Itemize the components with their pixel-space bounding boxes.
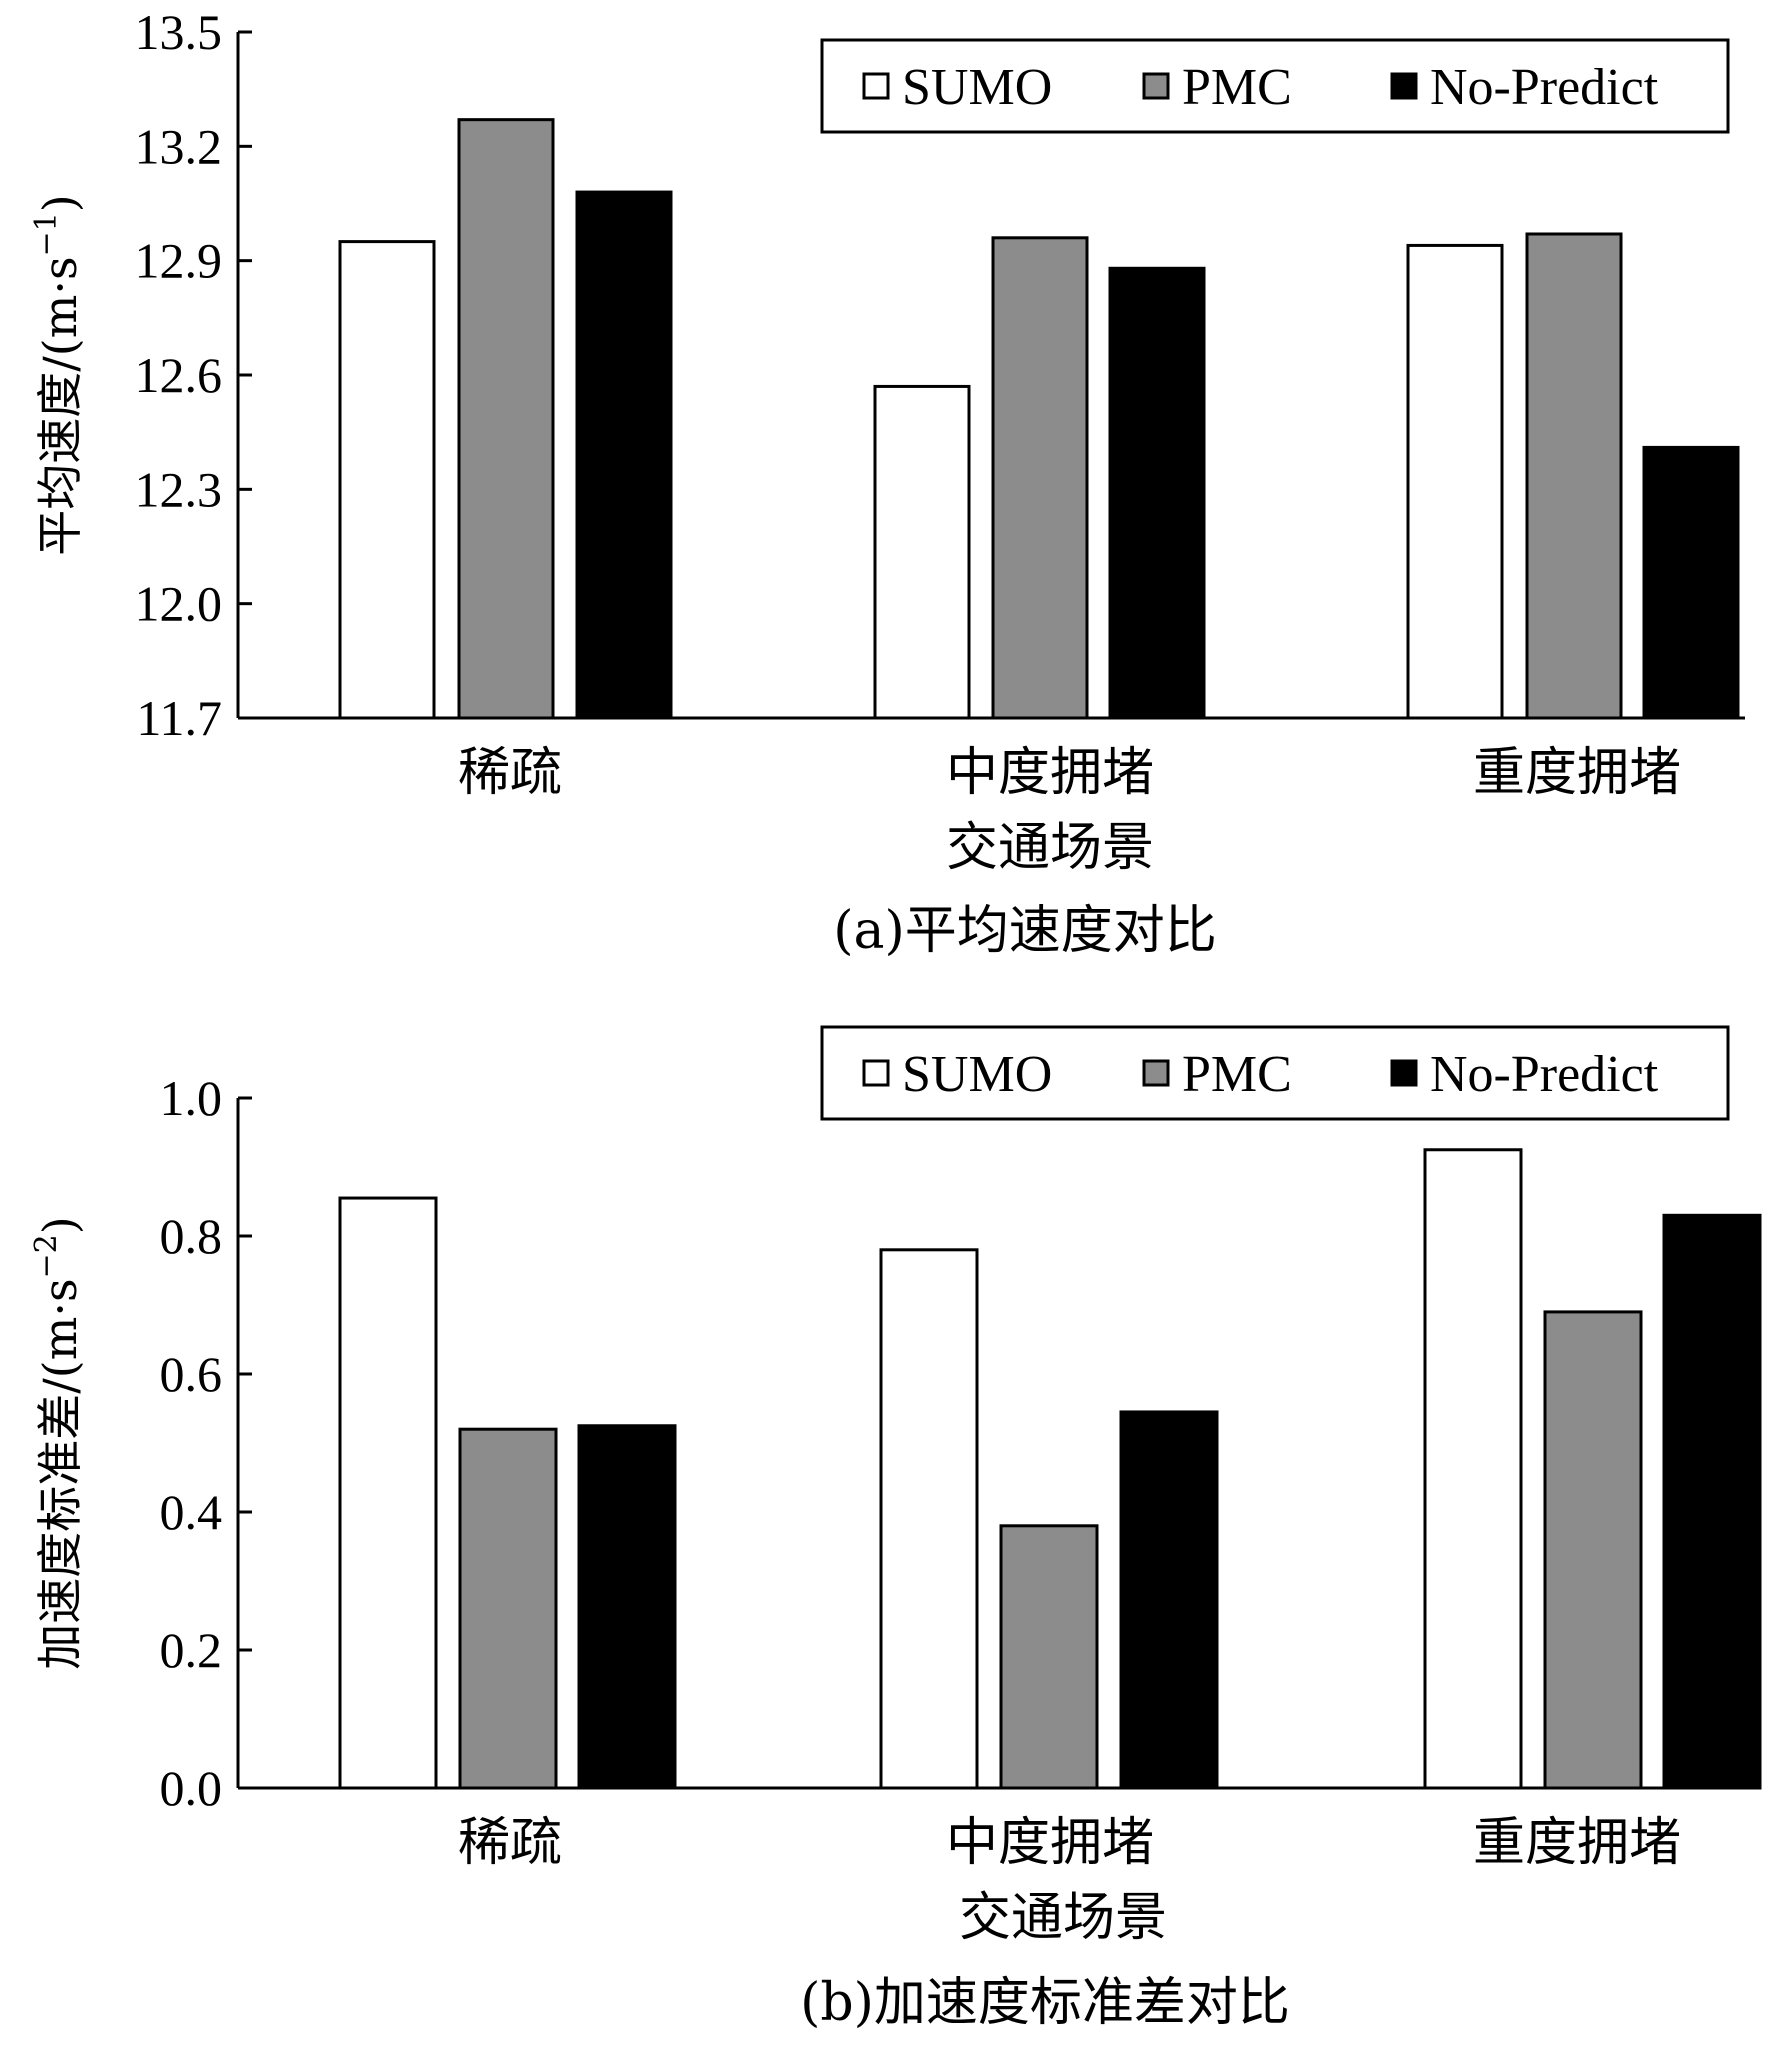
y-axis-title-text: 平均速度/(m·s−1) [29,194,87,555]
legend-swatch-pmc [1142,1059,1170,1087]
legend-swatch-sumo [862,72,890,100]
y-tick-label: 0.4 [160,1484,223,1540]
y-axis-title: 加速度标准差/(m·s−2) [29,1216,87,1669]
bar-no-predict-3 [1662,1213,1762,1790]
legend-box [820,1025,1730,1121]
legend-label-pmc: PMC [1182,1046,1292,1103]
legend: SUMO PMC No-Predict [820,38,1730,134]
bar-sumo-1 [338,1196,438,1790]
bar-pmc-1 [458,1427,558,1790]
bar-no-predict-1 [575,190,673,720]
x-category-label: 中度拥堵 [946,1813,1154,1873]
legend-swatch-pmc [1142,72,1170,100]
bar-pmc-3 [1543,1310,1643,1790]
y-tick-label: 12.9 [135,233,223,289]
bar-pmc-3 [1525,232,1623,720]
y-axis-title-superscript: −2 [29,1234,64,1278]
y-tick-label: 0.8 [160,1208,223,1264]
legend-label-sumo: SUMO [902,1046,1052,1103]
y-axis-title-main: 平均速度/(m·s [33,256,87,555]
y-tick-label: 0.0 [160,1760,223,1816]
bar-no-predict-1 [577,1424,677,1790]
chart-caption: (b)加速度标准差对比 [800,1973,1290,2033]
bar-pmc-1 [457,118,555,720]
legend-swatch-no-predict [1390,1059,1418,1087]
y-tick-label: 12.0 [135,576,223,632]
bar-sumo-2 [879,1248,979,1790]
bar-no-predict-3 [1642,445,1740,720]
legend-label-pmc: PMC [1182,59,1292,116]
x-axis-title: 交通场景 [946,818,1154,878]
bar-pmc-2 [991,236,1089,720]
y-axis-title-main: 加速度标准差/(m·s [33,1278,87,1669]
legend-label-no-predict: No-Predict [1430,59,1659,116]
y-tick-label: 0.6 [160,1346,223,1402]
legend-label-sumo: SUMO [902,59,1052,116]
x-category-label: 重度拥堵 [1473,743,1681,803]
bar-no-predict-2 [1119,1410,1219,1790]
y-tick-label: 13.2 [135,118,223,174]
bar-sumo-1 [338,240,436,720]
bar-pmc-2 [999,1524,1099,1790]
x-axis-title: 交通场景 [959,1888,1167,1948]
y-tick-label: 12.6 [135,347,223,403]
legend-label-no-predict: No-Predict [1430,1046,1659,1103]
y-axis-title-close: ) [33,194,87,212]
y-axis-title-close: ) [33,1216,87,1234]
y-tick-label: 11.7 [136,690,222,746]
legend-swatch-no-predict [1390,72,1418,100]
y-tick-label: 13.5 [135,4,223,60]
x-category-label: 稀疏 [458,1813,562,1873]
bar-sumo-3 [1406,243,1504,720]
x-category-label: 稀疏 [458,743,562,803]
y-tick-label: 12.3 [135,461,223,517]
chart-caption: (a)平均速度对比 [833,901,1217,961]
y-tick-label: 0.2 [160,1622,223,1678]
y-tick-label: 1.0 [160,1070,223,1126]
legend-swatch-sumo [862,1059,890,1087]
y-axis-title-superscript: −1 [29,212,64,256]
x-category-label: 中度拥堵 [946,743,1154,803]
bar-sumo-3 [1423,1148,1523,1790]
legend-box [820,38,1730,134]
x-category-label: 重度拥堵 [1473,1813,1681,1873]
legend: SUMO PMC No-Predict [820,1025,1730,1121]
y-axis-title: 平均速度/(m·s−1) [29,194,87,555]
bar-no-predict-2 [1108,266,1206,720]
chart-panel-a: 11.7 12.0 12.3 12.6 12.9 13.2 13.5 稀疏 中度拥堵 重度拥堵交通… [29,4,1745,961]
bar-sumo-2 [873,384,971,720]
y-axis-title-text: 加速度标准差/(m·s−2) [29,1216,87,1669]
